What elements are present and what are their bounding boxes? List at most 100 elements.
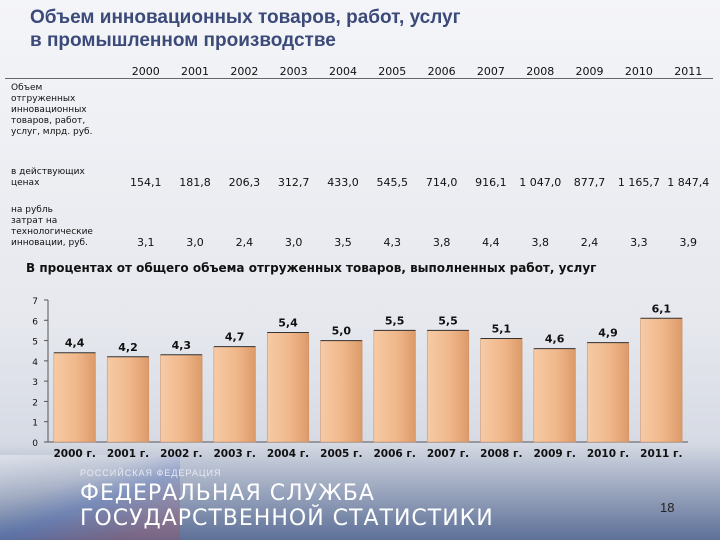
table-row: в действующих ценах 154,1 181,8 206,3 31… — [5, 153, 713, 189]
table-cell: 4,4 — [482, 236, 500, 249]
flag-decoration — [0, 455, 180, 540]
x-tick-label: 2002 г. — [160, 448, 202, 460]
data-label: 6,1 — [652, 302, 672, 315]
year-header: 2003 — [269, 62, 319, 79]
x-tick-label: 2003 г. — [213, 448, 255, 460]
x-tick-label: 2011 г. — [640, 448, 682, 460]
data-label: 4,6 — [545, 333, 565, 346]
data-label: 4,3 — [172, 339, 192, 352]
bar — [640, 318, 683, 443]
table-cell: 3,9 — [679, 236, 698, 249]
slide-title: Объем инновационных товаров, работ, услу… — [30, 6, 630, 52]
chart-heading: В процентах от общего объема отгруженных… — [26, 261, 597, 275]
bar — [160, 354, 203, 443]
table-cell: 4,3 — [383, 236, 402, 249]
year-header: 2006 — [416, 62, 467, 79]
data-label: 5,1 — [492, 323, 512, 336]
x-tick-label: 2001 г. — [107, 448, 149, 460]
bar — [213, 346, 256, 443]
footer-agency-line-1: ФЕДЕРАЛЬНАЯ СЛУЖБА — [80, 481, 375, 506]
table-cell: 3,8 — [432, 236, 451, 249]
x-tick-label: 2009 г. — [533, 448, 575, 460]
year-header: 2007 — [466, 62, 516, 79]
y-tick-label: 6 — [32, 317, 38, 327]
table-header-row: 2000 2001 2002 2003 2004 2005 2006 2007 … — [5, 62, 713, 79]
percent-bar-chart: 0 1 2 3 4 5 6 7 4,4 2000 г. 4,2 2001 г. 4,3 2002 г. 4,… — [32, 297, 688, 460]
y-tick-label: 5 — [32, 338, 38, 348]
year-header: 2009 — [564, 62, 615, 79]
table-cell: 916,1 — [475, 176, 507, 189]
table-cell: 3,5 — [334, 236, 352, 249]
data-label: 4,9 — [598, 327, 618, 340]
x-tick-label: 2000 г. — [53, 448, 95, 460]
table-cell: 2,4 — [235, 236, 254, 249]
table-cell: 877,7 — [573, 176, 606, 189]
footer-country: РОССИЙСКАЯ ФЕДЕРАЦИЯ — [80, 468, 222, 478]
data-label: 4,4 — [65, 337, 85, 350]
year-header: 2001 — [170, 62, 220, 79]
table-cell: 2,4 — [580, 236, 599, 249]
table-cell: 181,8 — [179, 176, 211, 189]
footer-agency-line-2: ГОСУДАРСТВЕННОЙ СТАТИСТИКИ — [80, 506, 494, 531]
bar — [53, 352, 96, 443]
bar — [533, 348, 576, 443]
bar — [266, 332, 310, 443]
y-tick-label: 0 — [32, 439, 38, 449]
title-line-2: в промышленном производстве — [30, 30, 336, 51]
table-cell: 312,7 — [277, 176, 310, 189]
row-label: на рубль затрат на технологические иннов… — [11, 205, 93, 248]
y-tick-label: 4 — [32, 358, 38, 368]
table-cell: 714,0 — [425, 176, 458, 189]
year-header: 2000 — [121, 62, 171, 79]
year-header: 2004 — [318, 62, 368, 79]
table-cell: 1 847,4 — [667, 176, 710, 189]
y-tick-label: 7 — [32, 297, 38, 307]
table-cell: 3,8 — [531, 236, 549, 249]
table-cell: 206,3 — [228, 176, 261, 189]
title-line-1: Объем инновационных товаров, работ, услу… — [30, 7, 461, 28]
x-tick-label: 2008 г. — [480, 448, 522, 460]
bar — [106, 356, 150, 443]
year-header: 2010 — [614, 62, 664, 79]
page-number: 18 — [660, 500, 675, 515]
table-cell: 154,1 — [129, 176, 162, 189]
header-blank — [5, 62, 122, 79]
bar — [373, 330, 416, 443]
section-label-row: Объем отгруженных инновационных товаров,… — [5, 79, 713, 154]
x-tick-label: 2010 г. — [587, 448, 629, 460]
year-header: 2011 — [663, 62, 713, 79]
table-row: на рубль затрат на технологические иннов… — [5, 189, 713, 249]
table-cell: 3,3 — [630, 236, 648, 249]
data-label: 5,4 — [278, 316, 298, 329]
section-label: Объем отгруженных инновационных товаров,… — [11, 83, 93, 137]
bar — [586, 342, 630, 443]
table-cell: 433,0 — [327, 176, 359, 189]
table-cell: 545,5 — [376, 176, 409, 189]
year-header: 2002 — [219, 62, 269, 79]
data-label: 4,2 — [118, 341, 138, 354]
table-cell: 3,0 — [284, 236, 303, 249]
row-label: в действующих ценах — [11, 167, 85, 188]
table-cell: 1 047,0 — [519, 176, 562, 189]
bar — [426, 330, 470, 443]
data-label: 5,5 — [385, 314, 405, 327]
table-cell: 1 165,7 — [617, 176, 660, 189]
bar — [320, 340, 363, 443]
x-tick-label: 2007 г. — [427, 448, 469, 460]
innovation-table: 2000 2001 2002 2003 2004 2005 2006 2007 … — [5, 62, 713, 249]
data-label: 5,0 — [332, 325, 352, 338]
y-tick-label: 2 — [32, 398, 38, 408]
data-label: 4,7 — [225, 331, 245, 344]
x-tick-label: 2004 г. — [267, 448, 309, 460]
year-header: 2005 — [367, 62, 417, 79]
x-tick-label: 2006 г. — [373, 448, 415, 460]
y-tick-label: 3 — [32, 378, 38, 388]
bar — [480, 338, 523, 443]
year-header: 2008 — [515, 62, 565, 79]
y-tick-label: 1 — [32, 419, 38, 429]
table-cell: 3,1 — [136, 236, 155, 249]
data-label: 5,5 — [438, 314, 458, 327]
x-tick-label: 2005 г. — [320, 448, 362, 460]
table-cell: 3,0 — [186, 236, 204, 249]
